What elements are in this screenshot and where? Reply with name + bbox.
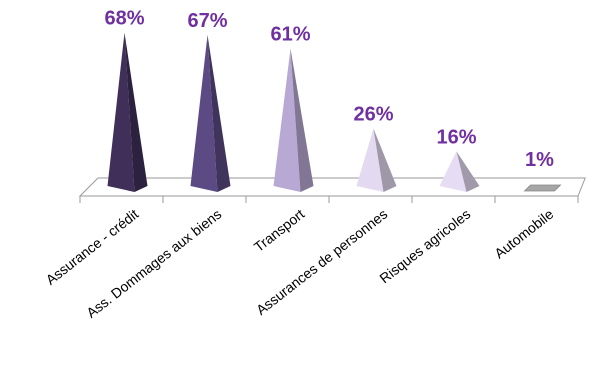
pyramid-side [290,48,314,193]
pyramid-side [124,32,148,193]
pyramid-side [207,34,231,192]
pyramid-mark [439,151,467,192]
pyramid-mark [356,128,384,192]
pyramid-mark [273,48,301,193]
category-label: Automobile [491,206,556,262]
category-label: Ass. Dommages aux biens [83,206,224,321]
pyramid-mark [107,32,135,193]
category-label: Transport [251,206,308,255]
category-label: Assurances de personnes [253,206,390,318]
data-label: 67% [187,10,227,32]
pyramid-side [456,151,480,192]
category-label: Risques agricoles [376,206,473,287]
data-label: 61% [270,24,310,46]
chart-floor [78,177,586,197]
pyramid-mark [190,34,218,192]
data-label: 1% [525,149,554,171]
data-label: 26% [353,104,393,126]
pyramid-side [373,128,397,192]
pyramid-mark [523,184,562,192]
data-label: 16% [436,126,476,148]
data-label: 68% [104,8,144,30]
